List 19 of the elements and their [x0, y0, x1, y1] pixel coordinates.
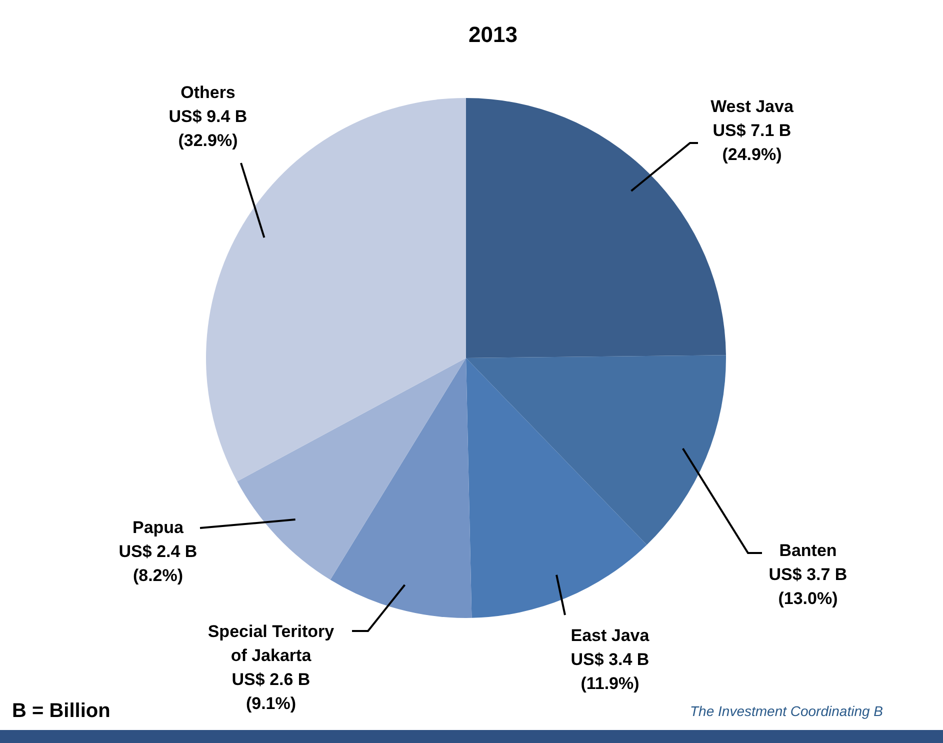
slice-label: East Java: [570, 626, 650, 645]
slice-label: Papua: [132, 518, 184, 537]
pie-slice: [330, 358, 472, 618]
data-label: US$ 7.1 B (24.9%): [712, 121, 792, 164]
slice-label: Special Teritory of Jakarta: [208, 622, 335, 665]
data-label: US$ 3.4 B (11.9%): [570, 650, 650, 693]
pie-slice: [237, 358, 466, 580]
text: The Investment Coordinating B: [690, 703, 883, 719]
chart-title: 2013: [468, 22, 518, 47]
slice-label: Others: [180, 83, 236, 102]
text: B = Billion: [12, 700, 110, 722]
data-label: US$ 2.6 B (9.1%): [232, 670, 310, 713]
data-label: US$ 9.4 B (32.9%): [168, 107, 248, 150]
slice-label: West Java: [710, 97, 794, 116]
data-label: US$ 3.7 B (13.0%): [768, 565, 848, 608]
slice-label: Banten: [779, 541, 837, 560]
pie-slice: [466, 358, 647, 618]
data-label: US$ 2.4 B (8.2%): [118, 542, 198, 585]
pie-slice: [466, 355, 726, 545]
